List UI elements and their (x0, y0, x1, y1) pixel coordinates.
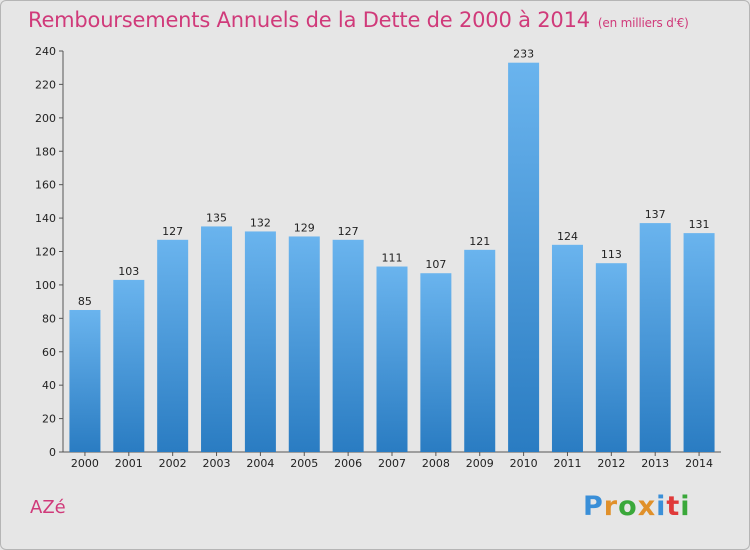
x-tick-label: 2001 (115, 457, 143, 470)
bar (332, 239, 364, 452)
data-label: 131 (689, 218, 710, 231)
y-tick-label: 100 (35, 279, 56, 292)
y-tick-label: 0 (49, 446, 56, 459)
bar (113, 279, 145, 452)
data-label: 127 (338, 225, 359, 238)
bar (201, 226, 233, 452)
bar (551, 244, 583, 452)
logo-letter: o (618, 491, 638, 522)
y-tick-label: 200 (35, 112, 56, 125)
logo-letter: i (680, 491, 691, 522)
bar (69, 309, 101, 452)
y-tick-label: 120 (35, 246, 56, 259)
logo-letter: t (666, 491, 681, 522)
y-tick-label: 240 (35, 45, 56, 58)
x-tick-label: 2011 (553, 457, 581, 470)
y-tick-label: 60 (42, 346, 56, 359)
x-tick-label: 2013 (641, 457, 669, 470)
commune-name: AZé (30, 497, 66, 518)
y-tick-label: 160 (35, 179, 56, 192)
bar (376, 266, 408, 452)
y-tick-label: 180 (35, 145, 56, 158)
data-label: 127 (162, 225, 183, 238)
data-label: 121 (469, 235, 490, 248)
data-label: 107 (425, 258, 446, 271)
data-label: 85 (78, 295, 92, 308)
logo-letter: x (637, 491, 657, 522)
data-label: 132 (250, 216, 271, 229)
bar (508, 62, 540, 453)
data-label: 233 (513, 48, 534, 61)
x-tick-label: 2014 (685, 457, 713, 470)
bar (639, 223, 671, 452)
x-tick-label: 2008 (422, 457, 450, 470)
chart-labels: 2000 85 2001 103 2002 127 2003 135 2004 132 2005 12… (71, 48, 713, 470)
data-label: 124 (557, 230, 578, 243)
x-tick-label: 2009 (466, 457, 494, 470)
x-tick-label: 2012 (597, 457, 625, 470)
x-tick-label: 2000 (71, 457, 99, 470)
data-label: 103 (118, 265, 139, 278)
data-label: 135 (206, 211, 227, 224)
data-label: 137 (645, 208, 666, 221)
bar (420, 273, 452, 452)
data-label: 111 (382, 252, 403, 265)
x-tick-label: 2006 (334, 457, 362, 470)
x-tick-label: 2005 (290, 457, 318, 470)
y-tick-label: 20 (42, 413, 56, 426)
chart-subtitle: (en milliers d'€) (597, 16, 689, 30)
chart-title-text: Remboursements Annuels de la Dette de 20… (28, 8, 590, 32)
data-label: 113 (601, 248, 622, 261)
bar (464, 249, 496, 452)
x-tick-label: 2007 (378, 457, 406, 470)
x-tick-label: 2004 (246, 457, 274, 470)
bar (288, 236, 320, 452)
chart-bars (69, 62, 715, 453)
bar (595, 263, 627, 452)
x-tick-label: 2010 (510, 457, 538, 470)
y-tick-label: 140 (35, 212, 56, 225)
x-tick-label: 2003 (203, 457, 231, 470)
chart-title: Remboursements Annuels de la Dette de 20… (28, 8, 689, 32)
logo-letter: r (603, 491, 619, 522)
bar (244, 231, 276, 452)
bar (683, 233, 715, 452)
bar (157, 239, 189, 452)
logo-letter: i (656, 491, 667, 522)
x-tick-label: 2002 (159, 457, 187, 470)
data-label: 129 (294, 221, 315, 234)
y-tick-label: 220 (35, 78, 56, 91)
y-tick-label: 40 (42, 379, 56, 392)
proxiti-logo: Proxiti (583, 491, 691, 522)
y-tick-label: 80 (42, 312, 56, 325)
logo-letter: P (583, 491, 604, 522)
